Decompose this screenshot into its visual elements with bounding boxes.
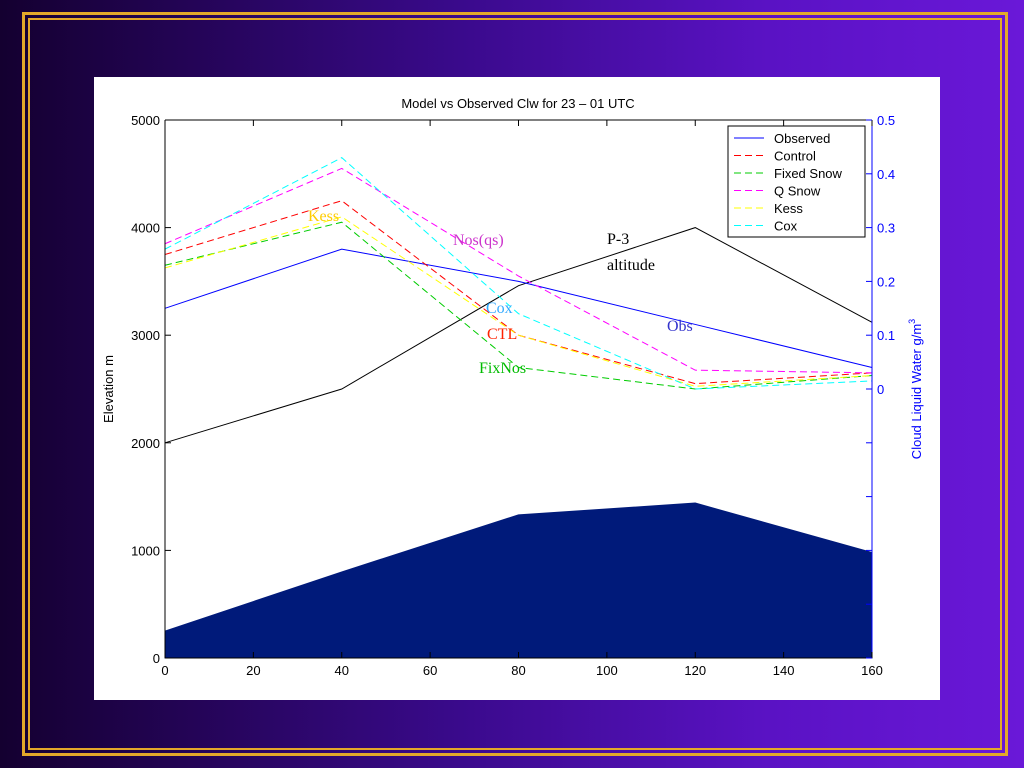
legend-label: Q Snow [774,184,821,199]
x-tick-label: 80 [511,663,525,678]
y-tick-label: 5000 [131,113,160,128]
legend-label: Cox [774,219,798,234]
series-line-control [164,200,873,385]
chart-title: Model vs Observed Clw for 23 – 01 UTC [401,96,634,111]
x-tick-label: 100 [596,663,618,678]
legend-box [727,125,866,238]
y-tick-label: 0 [153,651,160,666]
series-line-q-snow [164,167,873,374]
legend-label: Fixed Snow [774,166,843,181]
y2-tick-label: 0.1 [877,328,895,343]
slide-border-outer [22,12,1008,756]
legend-label: Control [774,149,816,164]
x-tick-label: 20 [246,663,260,678]
annotation-label: CTL [487,326,517,343]
annotation-label: FixNos [479,360,526,377]
chart-panel: Model vs Observed Clw for 23 – 01 UTC 0 2… [94,77,940,700]
x-tick-label: 0 [161,663,168,678]
series-line-kess [164,216,873,387]
y2-axis-label-text: Cloud Liquid Water g/m [909,324,924,459]
legend-label: Kess [774,201,803,216]
y-tick-label: 4000 [131,221,160,236]
annotation-label: P-3 [607,231,629,248]
series-line-fixed-snow [164,221,873,390]
series-line-cox [164,157,873,390]
x-tick-label: 60 [423,663,437,678]
y-axis-label: Elevation m [101,355,116,423]
y2-axis-label-superscript: 3 [907,319,917,324]
annotation-label: Kess [308,208,339,225]
y2-axis-label: Cloud Liquid Water g/m3 [907,319,924,459]
x-tick-label: 40 [335,663,349,678]
altitude-track-line [164,227,873,444]
y2-tick-label: 0.2 [877,274,895,289]
x-tick-label: 120 [684,663,706,678]
annotation-label: Obs [667,318,693,335]
series-line-observed [164,248,873,368]
y2-tick-label: 0.5 [877,113,895,128]
y-tick-label: 1000 [131,543,160,558]
y2-tick-label: 0.3 [877,221,895,236]
chart-legend: Observed Control Fixed Snow Q Snow Kess Cox [727,125,866,238]
y-tick-label: 3000 [131,328,160,343]
x-tick-label: 140 [773,663,795,678]
terrain-area [164,502,873,659]
y-tick-label: 2000 [131,436,160,451]
x-tick-label: 160 [861,663,883,678]
annotation-label: altitude [607,257,655,274]
annotation-label: Nos(qs) [453,232,504,249]
slide-border-inner [28,18,1002,750]
annotation-label: Cox [486,300,513,317]
legend-label: Observed [774,131,830,146]
chart-svg: Model vs Observed Clw for 23 – 01 UTC 0 2… [101,96,924,678]
y2-tick-label: 0 [877,382,884,397]
y2-tick-label: 0.4 [877,167,895,182]
